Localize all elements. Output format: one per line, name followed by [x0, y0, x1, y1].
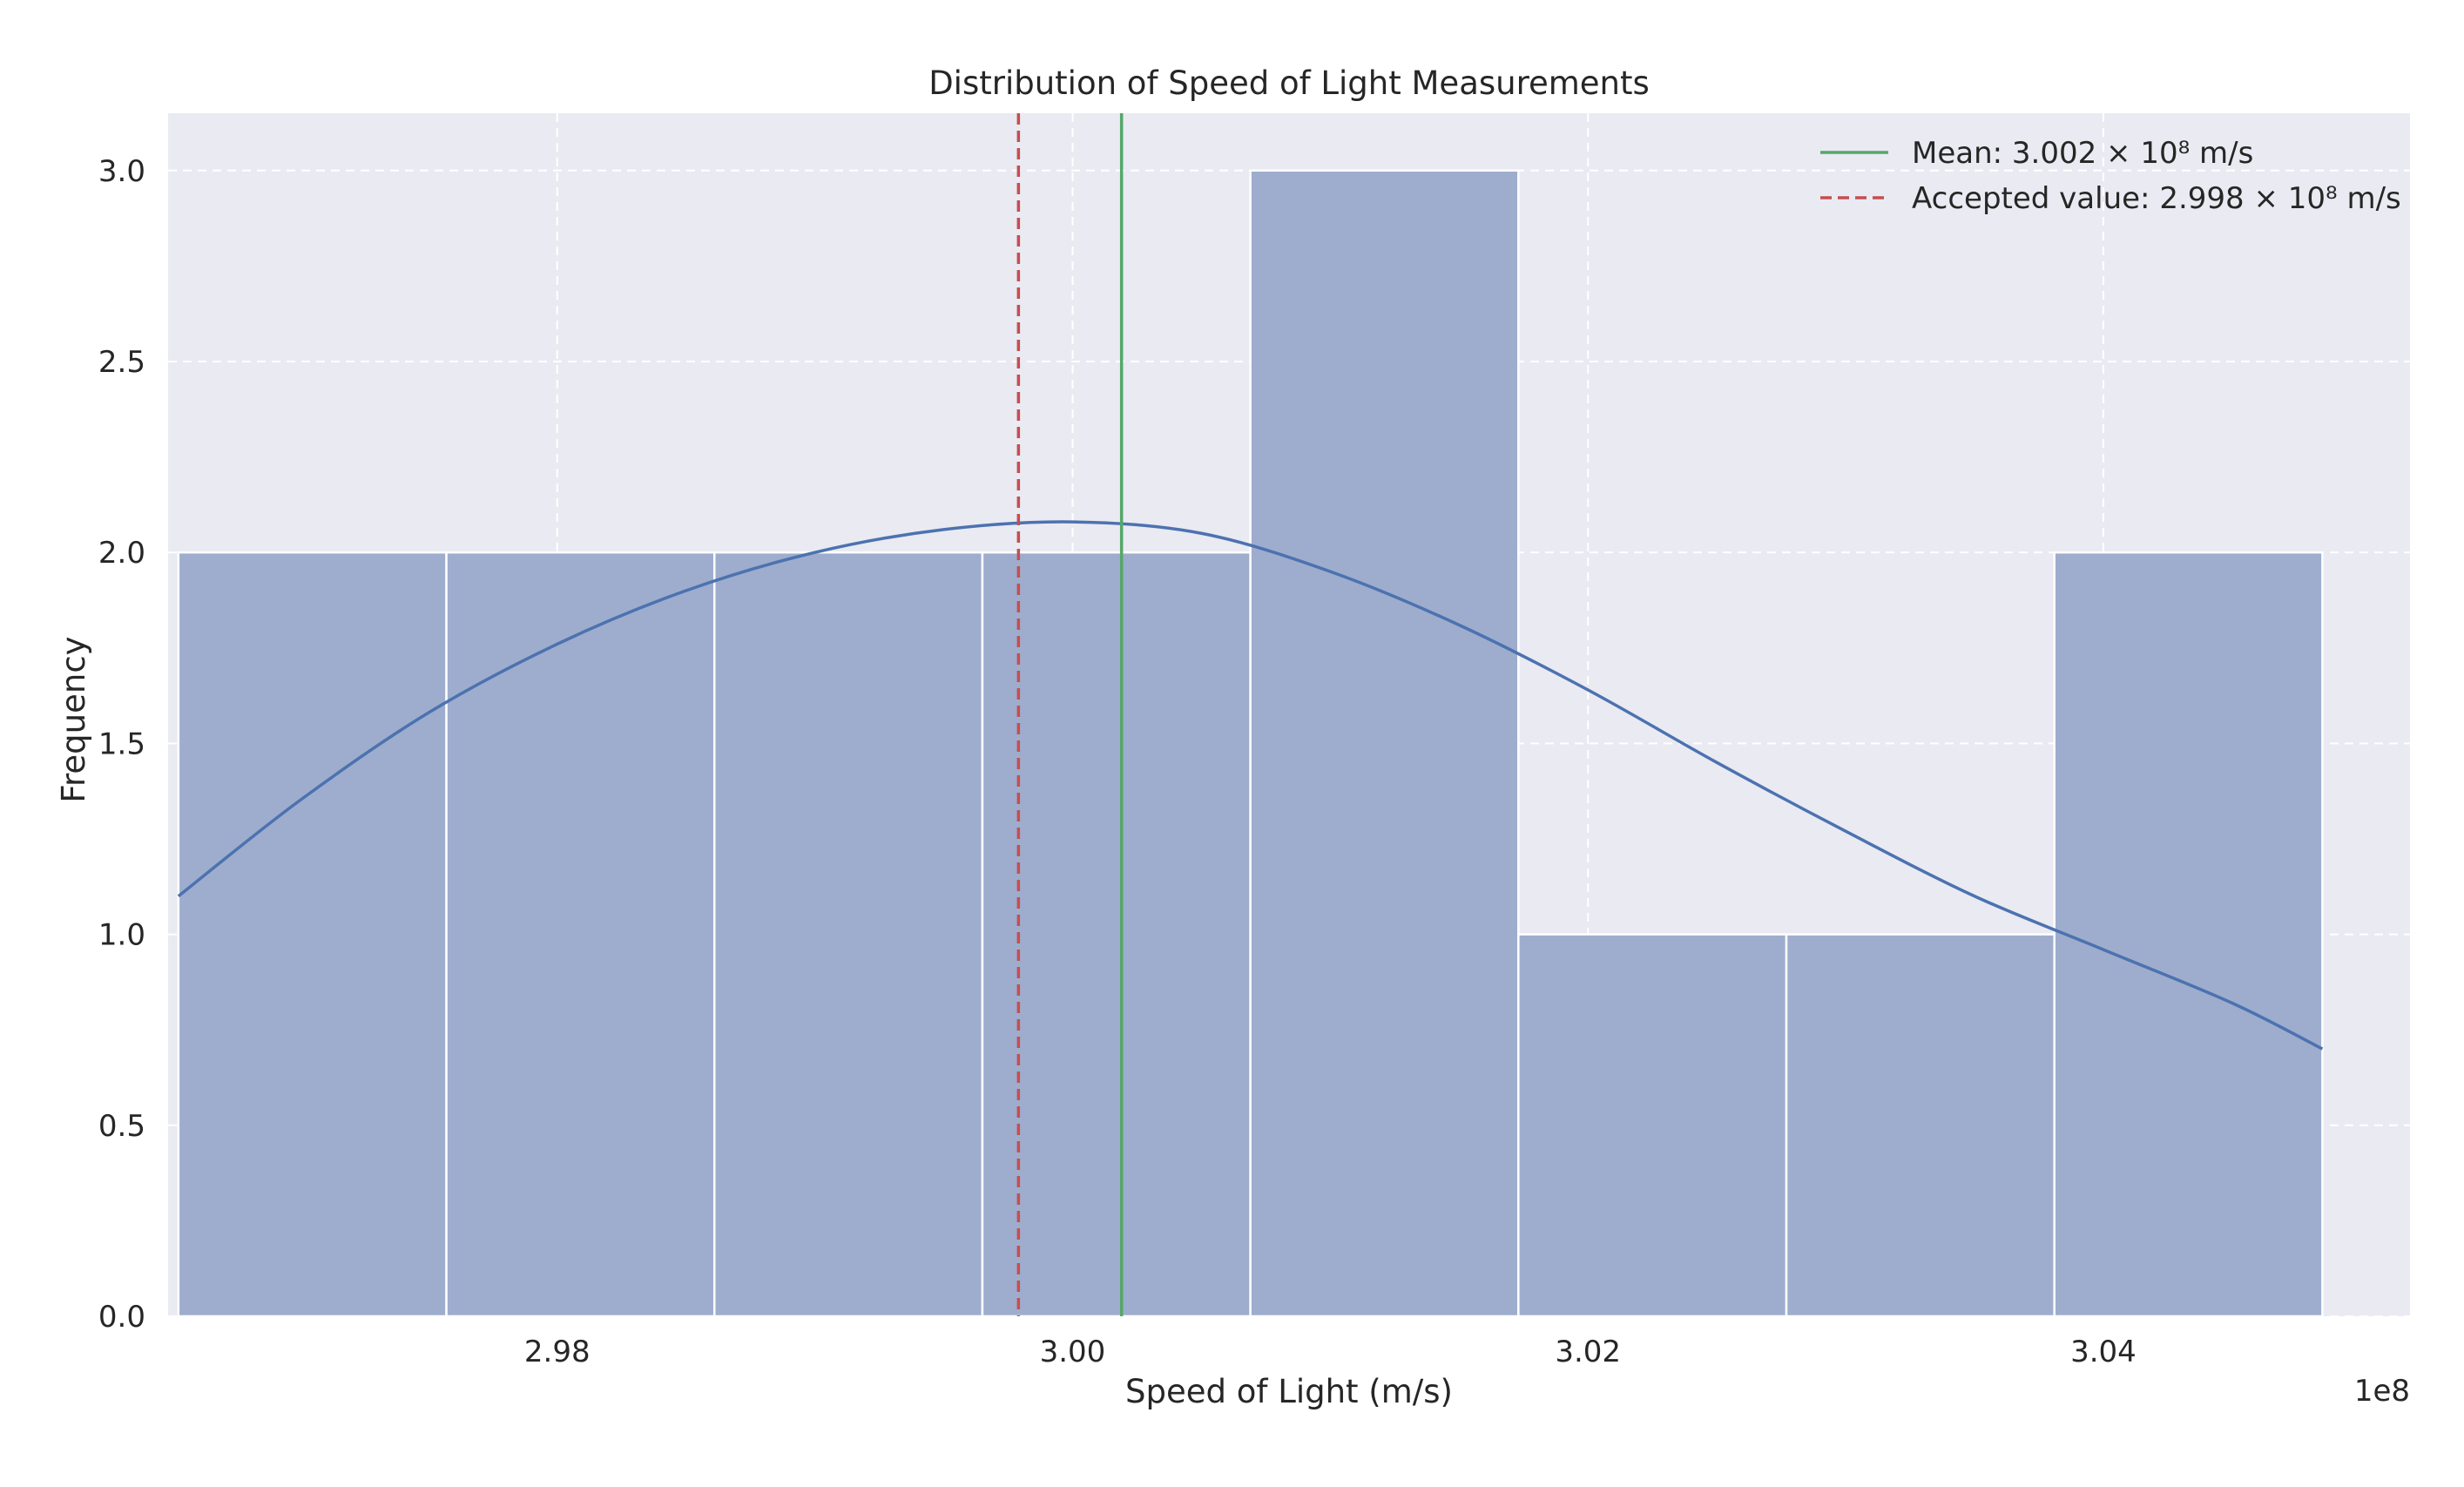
histogram-bar — [2053, 551, 2324, 1318]
x-tick-label: 2.98 — [524, 1335, 591, 1369]
x-tick-label: 3.04 — [2070, 1335, 2137, 1369]
x-tick-label: 3.02 — [1555, 1335, 1621, 1369]
legend-mean-label: Mean: 3.002 × 10⁸ m/s — [1912, 136, 2253, 171]
histogram-bar — [981, 551, 1252, 1318]
legend: Mean: 3.002 × 10⁸ m/s Accepted value: 2.… — [1820, 136, 2401, 216]
histogram-bar — [1517, 933, 1788, 1318]
y-tick-label: 1.5 — [98, 727, 145, 761]
legend-accepted-label: Accepted value: 2.998 × 10⁸ m/s — [1912, 181, 2401, 216]
y-axis-label: Frequency — [55, 636, 92, 802]
kde-curve — [177, 520, 2324, 1051]
y-tick-label: 3.0 — [98, 154, 145, 189]
x-offset-label: 1e8 — [2354, 1374, 2410, 1409]
y-tick-label: 1.0 — [98, 918, 145, 953]
x-axis-label: Speed of Light (m/s) — [1125, 1373, 1453, 1410]
tick-labels: 2.98 3.00 3.02 3.04 0.0 0.5 1.0 1.5 2.0 2.5 3.0 — [98, 154, 2137, 1369]
histogram-bar — [1249, 169, 1520, 1318]
y-tick-label: 2.0 — [98, 536, 145, 571]
histogram-bar — [712, 551, 984, 1318]
histogram-bar — [177, 551, 448, 1318]
x-tick-label: 3.00 — [1040, 1335, 1106, 1369]
histogram-bar — [1785, 933, 2056, 1318]
y-tick-label: 2.5 — [98, 345, 145, 380]
chart-title: Distribution of Speed of Light Measureme… — [928, 64, 1650, 102]
histogram-bar — [445, 551, 716, 1318]
histogram-bars — [177, 169, 2324, 1318]
reference-lines — [1016, 113, 1124, 1316]
y-tick-label: 0.5 — [98, 1109, 145, 1144]
y-tick-label: 0.0 — [98, 1300, 145, 1335]
